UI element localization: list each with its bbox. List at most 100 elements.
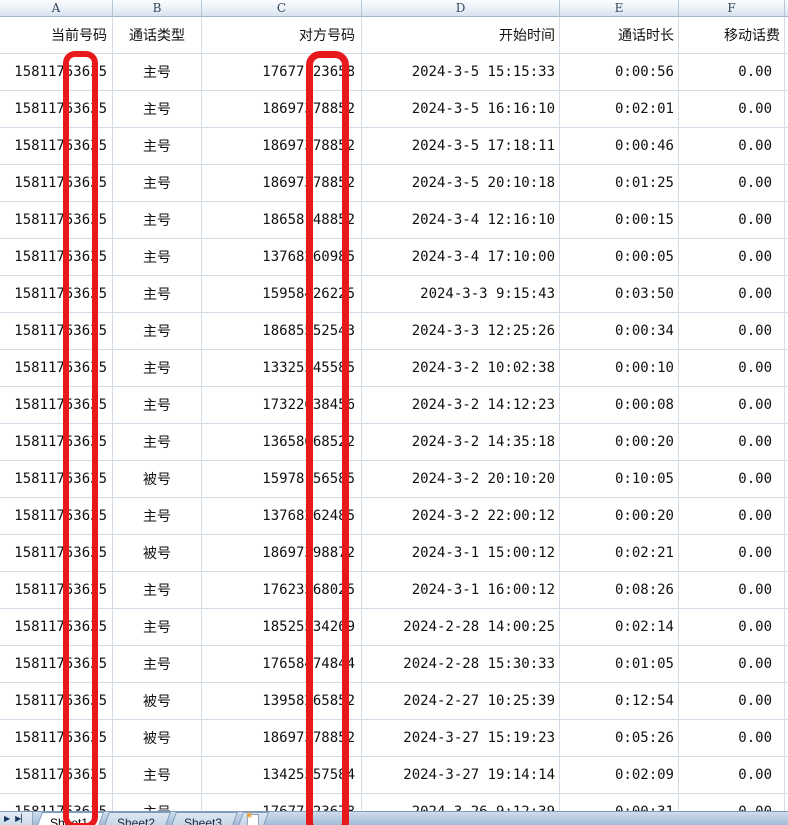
cell-d6[interactable]: 2024-3-4 12:16:10 bbox=[362, 202, 560, 239]
cell-f20[interactable]: 0.00 bbox=[679, 720, 785, 757]
cell-c15[interactable]: 18697398872 bbox=[202, 535, 362, 572]
cell-b8[interactable]: 主号 bbox=[113, 276, 202, 313]
cell-d8[interactable]: 2024-3-3 9:15:43 bbox=[362, 276, 560, 313]
cell-b3[interactable]: 主号 bbox=[113, 91, 202, 128]
cell-d18[interactable]: 2024-2-28 15:30:33 bbox=[362, 646, 560, 683]
cell-d4[interactable]: 2024-3-5 17:18:11 bbox=[362, 128, 560, 165]
cell-f10[interactable]: 0.00 bbox=[679, 350, 785, 387]
cell-f6[interactable]: 0.00 bbox=[679, 202, 785, 239]
cell-f7[interactable]: 0.00 bbox=[679, 239, 785, 276]
cell-f11[interactable]: 0.00 bbox=[679, 387, 785, 424]
cell-f16[interactable]: 0.00 bbox=[679, 572, 785, 609]
cell-b6[interactable]: 主号 bbox=[113, 202, 202, 239]
cell-a18[interactable]: 15811753635 bbox=[0, 646, 113, 683]
cell-e3[interactable]: 0:02:01 bbox=[560, 91, 679, 128]
cell-e16[interactable]: 0:08:26 bbox=[560, 572, 679, 609]
cell-a14[interactable]: 15811753635 bbox=[0, 498, 113, 535]
cell-c16[interactable]: 17623568025 bbox=[202, 572, 362, 609]
cell-c20[interactable]: 18697378852 bbox=[202, 720, 362, 757]
cell-f12[interactable]: 0.00 bbox=[679, 424, 785, 461]
cell-c7[interactable]: 13768260985 bbox=[202, 239, 362, 276]
cell-d21[interactable]: 2024-3-27 19:14:14 bbox=[362, 757, 560, 794]
cell-a9[interactable]: 15811753635 bbox=[0, 313, 113, 350]
insert-worksheet-tab[interactable]: ✱ bbox=[235, 812, 270, 825]
cell-c17[interactable]: 18525534269 bbox=[202, 609, 362, 646]
cell-d17[interactable]: 2024-2-28 14:00:25 bbox=[362, 609, 560, 646]
cell-b16[interactable]: 主号 bbox=[113, 572, 202, 609]
cell-c9[interactable]: 18685552543 bbox=[202, 313, 362, 350]
cell-c12[interactable]: 13658668522 bbox=[202, 424, 362, 461]
cell-a20[interactable]: 15811753635 bbox=[0, 720, 113, 757]
cell-a19[interactable]: 15811753635 bbox=[0, 683, 113, 720]
cell-a3[interactable]: 15811753635 bbox=[0, 91, 113, 128]
sheet-tab-sheet3[interactable]: Sheet3 bbox=[168, 812, 239, 825]
cell-f19[interactable]: 0.00 bbox=[679, 683, 785, 720]
cell-c21[interactable]: 13425557584 bbox=[202, 757, 362, 794]
cell-e13[interactable]: 0:10:05 bbox=[560, 461, 679, 498]
cell-c19[interactable]: 13958265852 bbox=[202, 683, 362, 720]
header-cell-e[interactable]: 通话时长 bbox=[560, 17, 679, 54]
cell-d3[interactable]: 2024-3-5 16:16:10 bbox=[362, 91, 560, 128]
cell-c6[interactable]: 18658148852 bbox=[202, 202, 362, 239]
cell-c18[interactable]: 17658474844 bbox=[202, 646, 362, 683]
cell-e8[interactable]: 0:03:50 bbox=[560, 276, 679, 313]
cell-e11[interactable]: 0:00:08 bbox=[560, 387, 679, 424]
cell-c13[interactable]: 15978156585 bbox=[202, 461, 362, 498]
column-header-f[interactable]: F bbox=[679, 0, 785, 17]
cell-a2[interactable]: 15811753635 bbox=[0, 54, 113, 91]
cell-d7[interactable]: 2024-3-4 17:10:00 bbox=[362, 239, 560, 276]
cell-b2[interactable]: 主号 bbox=[113, 54, 202, 91]
cell-a12[interactable]: 15811753635 bbox=[0, 424, 113, 461]
cell-e19[interactable]: 0:12:54 bbox=[560, 683, 679, 720]
column-header-e[interactable]: E bbox=[560, 0, 679, 17]
cell-f4[interactable]: 0.00 bbox=[679, 128, 785, 165]
cell-d2[interactable]: 2024-3-5 15:15:33 bbox=[362, 54, 560, 91]
cell-b9[interactable]: 主号 bbox=[113, 313, 202, 350]
cell-a16[interactable]: 15811753635 bbox=[0, 572, 113, 609]
cell-d15[interactable]: 2024-3-1 15:00:12 bbox=[362, 535, 560, 572]
cell-e12[interactable]: 0:00:20 bbox=[560, 424, 679, 461]
cell-a17[interactable]: 15811753635 bbox=[0, 609, 113, 646]
cell-d19[interactable]: 2024-2-27 10:25:39 bbox=[362, 683, 560, 720]
cell-b17[interactable]: 主号 bbox=[113, 609, 202, 646]
cell-e10[interactable]: 0:00:10 bbox=[560, 350, 679, 387]
cell-b12[interactable]: 主号 bbox=[113, 424, 202, 461]
cell-d10[interactable]: 2024-3-2 10:02:38 bbox=[362, 350, 560, 387]
cell-f21[interactable]: 0.00 bbox=[679, 757, 785, 794]
sheet-tab-sheet2[interactable]: Sheet2 bbox=[101, 812, 172, 825]
cell-c10[interactable]: 13325545585 bbox=[202, 350, 362, 387]
cell-f14[interactable]: 0.00 bbox=[679, 498, 785, 535]
cell-f3[interactable]: 0.00 bbox=[679, 91, 785, 128]
cell-c14[interactable]: 13768262485 bbox=[202, 498, 362, 535]
cell-d11[interactable]: 2024-3-2 14:12:23 bbox=[362, 387, 560, 424]
cell-b19[interactable]: 被号 bbox=[113, 683, 202, 720]
header-cell-b[interactable]: 通话类型 bbox=[113, 17, 202, 54]
cell-e18[interactable]: 0:01:05 bbox=[560, 646, 679, 683]
cell-a11[interactable]: 15811753635 bbox=[0, 387, 113, 424]
cell-b11[interactable]: 主号 bbox=[113, 387, 202, 424]
cell-f18[interactable]: 0.00 bbox=[679, 646, 785, 683]
cell-f2[interactable]: 0.00 bbox=[679, 54, 785, 91]
cell-a8[interactable]: 15811753635 bbox=[0, 276, 113, 313]
tab-scroll-next-icon[interactable]: ▶ bbox=[4, 814, 11, 823]
cell-e6[interactable]: 0:00:15 bbox=[560, 202, 679, 239]
cell-b10[interactable]: 主号 bbox=[113, 350, 202, 387]
cell-d9[interactable]: 2024-3-3 12:25:26 bbox=[362, 313, 560, 350]
column-header-d[interactable]: D bbox=[362, 0, 560, 17]
cell-e9[interactable]: 0:00:34 bbox=[560, 313, 679, 350]
header-cell-f[interactable]: 移动话费 bbox=[679, 17, 785, 54]
header-cell-a[interactable]: 当前号码 bbox=[0, 17, 113, 54]
cell-e7[interactable]: 0:00:05 bbox=[560, 239, 679, 276]
cell-c2[interactable]: 17677123658 bbox=[202, 54, 362, 91]
cell-e14[interactable]: 0:00:20 bbox=[560, 498, 679, 535]
cell-a5[interactable]: 15811753635 bbox=[0, 165, 113, 202]
cell-a13[interactable]: 15811753635 bbox=[0, 461, 113, 498]
cell-b21[interactable]: 主号 bbox=[113, 757, 202, 794]
header-cell-d[interactable]: 开始时间 bbox=[362, 17, 560, 54]
cell-b5[interactable]: 主号 bbox=[113, 165, 202, 202]
cell-c4[interactable]: 18697378852 bbox=[202, 128, 362, 165]
cell-f8[interactable]: 0.00 bbox=[679, 276, 785, 313]
cell-e4[interactable]: 0:00:46 bbox=[560, 128, 679, 165]
header-cell-c[interactable]: 对方号码 bbox=[202, 17, 362, 54]
cell-d5[interactable]: 2024-3-5 20:10:18 bbox=[362, 165, 560, 202]
